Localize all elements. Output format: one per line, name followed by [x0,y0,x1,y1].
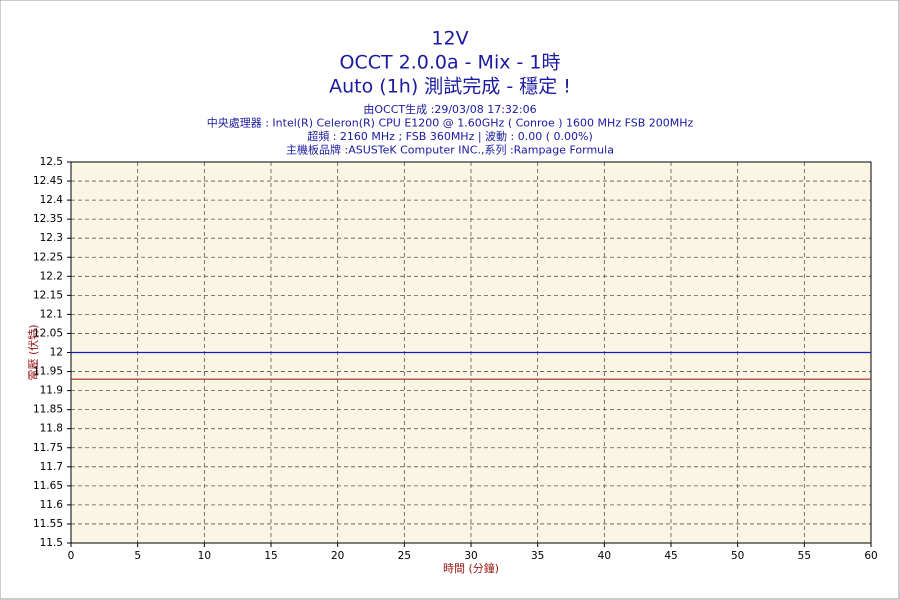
y-tick-label: 11.85 [33,404,63,416]
chart-subtitle: 超頻 : 2160 MHz ; FSB 360MHz | 波動 : 0.00 (… [307,129,593,143]
chart-subtitle: 中央處理器 : Intel(R) Celeron(R) CPU E1200 @ … [207,116,694,130]
chart-title: Auto (1h) 測試完成 - 穩定 ! [329,76,571,98]
y-tick-label: 12.15 [33,289,63,301]
y-tick-label: 11.75 [33,442,63,454]
y-tick-label: 11.9 [40,385,63,397]
x-tick-label: 20 [331,550,344,562]
y-tick-label: 11.8 [40,423,63,435]
x-tick-label: 55 [798,550,811,562]
y-axis-label: 電壓 (伏特) [26,324,40,380]
y-tick-label: 12.4 [40,194,64,206]
y-tick-label: 12.1 [40,308,63,320]
chart-subtitle: 主機板品牌 :ASUSTeK Computer INC.,系列 :Rampage… [286,143,614,157]
x-tick-label: 5 [134,550,141,562]
y-tick-label: 12 [50,347,63,359]
y-tick-label: 11.7 [40,461,63,473]
x-tick-label: 40 [598,550,611,562]
x-tick-label: 0 [68,550,75,562]
y-tick-label: 11.6 [40,499,64,511]
y-tick-label: 11.65 [33,480,63,492]
y-tick-label: 12.05 [33,327,63,339]
x-tick-label: 10 [198,550,211,562]
y-tick-label: 11.55 [33,518,63,530]
y-tick-label: 12.5 [40,156,63,168]
x-tick-label: 15 [264,550,277,562]
chart-title: OCCT 2.0.0a - Mix - 1時 [340,52,561,74]
x-tick-label: 25 [398,550,411,562]
x-tick-label: 50 [731,550,744,562]
x-tick-label: 35 [531,550,544,562]
chart-title: 12V [431,28,468,50]
x-tick-label: 60 [864,550,877,562]
y-tick-label: 12.2 [40,270,63,282]
y-tick-label: 11.95 [33,366,63,378]
y-tick-label: 12.45 [33,175,63,187]
x-axis-label: 時間 (分鐘) [443,561,499,575]
x-tick-label: 30 [464,550,477,562]
y-tick-label: 12.25 [33,251,63,263]
x-tick-label: 45 [664,550,677,562]
y-tick-label: 12.35 [33,213,63,225]
y-tick-label: 12.3 [40,232,63,244]
chart-subtitle: 由OCCT生成 :29/03/08 17:32:06 [363,102,536,116]
y-tick-label: 11.5 [40,537,63,549]
